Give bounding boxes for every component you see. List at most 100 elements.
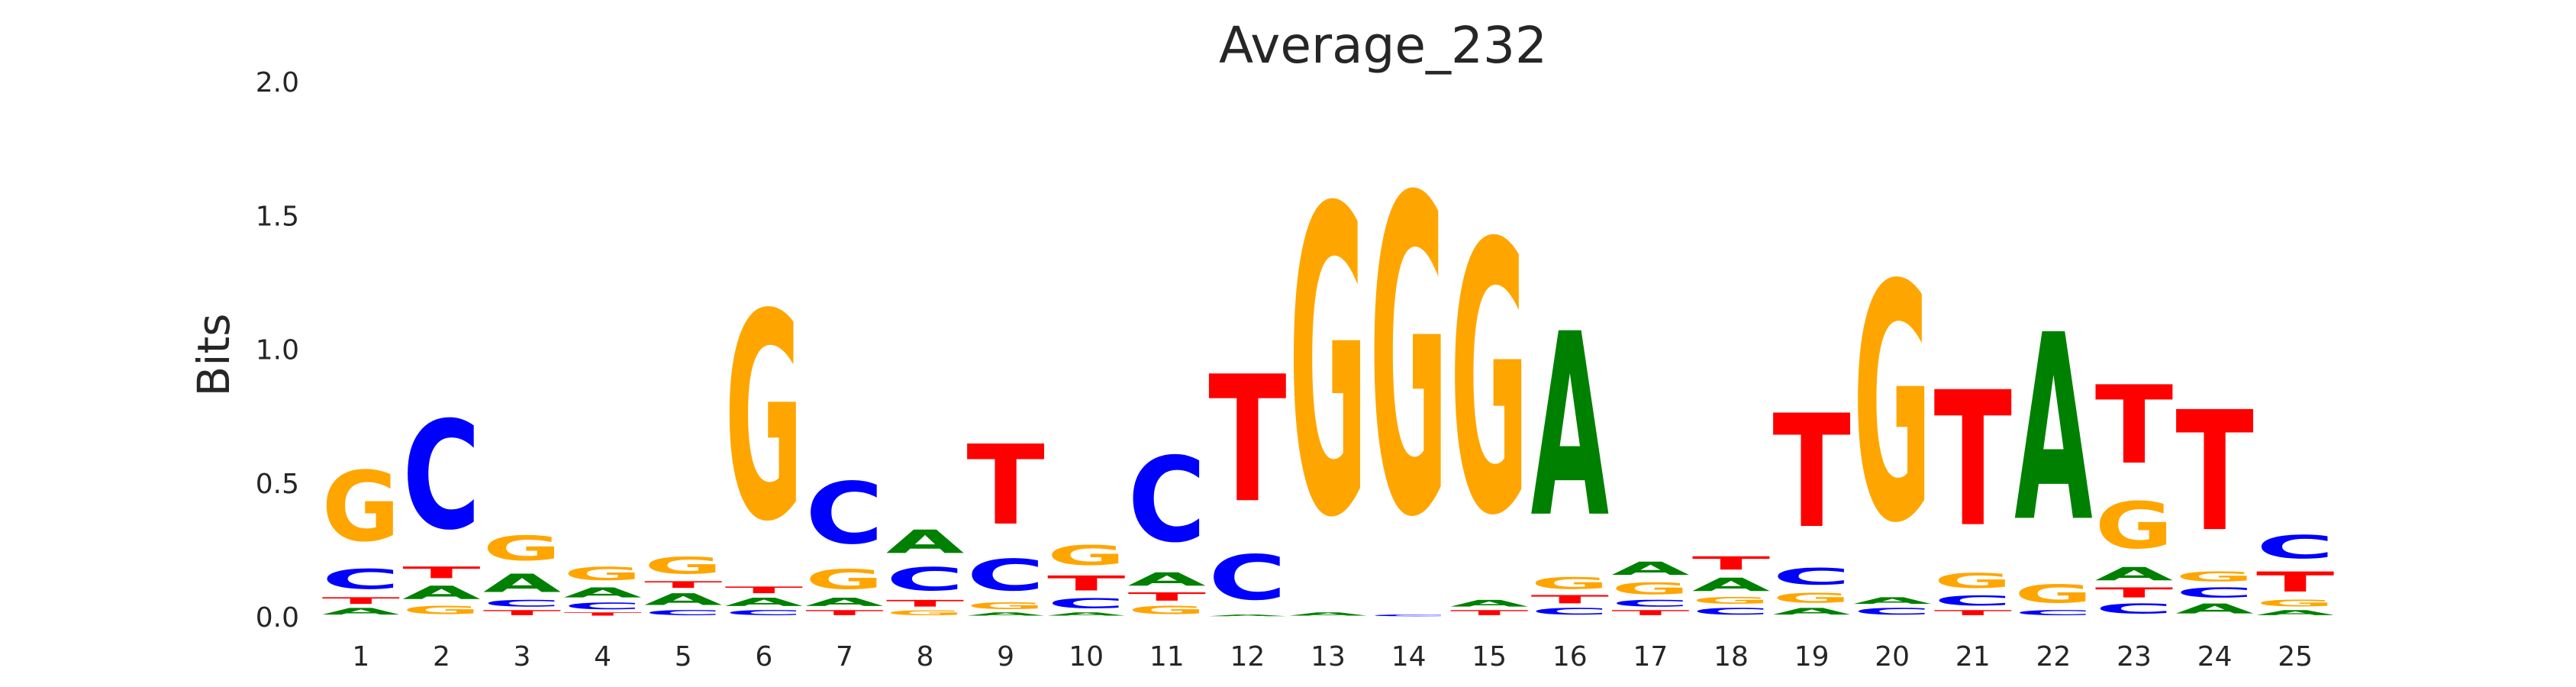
logo-letter-C: C bbox=[805, 464, 883, 563]
logo-letter-G: G bbox=[1128, 604, 1206, 617]
logo-letter-G: G bbox=[1772, 590, 1850, 606]
logo-letter-A: A bbox=[805, 595, 884, 608]
logo-letter-C: C bbox=[563, 601, 641, 611]
logo-letter-T: T bbox=[483, 609, 561, 617]
x-tick-label: 17 bbox=[1633, 641, 1668, 672]
logo-letter-C: C bbox=[1208, 542, 1286, 614]
x-tick-label: 4 bbox=[594, 641, 611, 672]
y-axis-title: Bits bbox=[188, 314, 240, 397]
logo-letter-A: A bbox=[402, 582, 481, 604]
logo-letter-C: C bbox=[483, 598, 561, 609]
x-tick-label: 18 bbox=[1714, 641, 1749, 672]
logo-letter-G: G bbox=[644, 553, 722, 579]
logo-letter-T: T bbox=[563, 611, 641, 617]
logo-letter-A: A bbox=[322, 606, 401, 617]
logo-letter-T: T bbox=[1772, 382, 1850, 563]
x-tick-label: 7 bbox=[836, 641, 853, 672]
logo-letter-G: G bbox=[2256, 598, 2334, 609]
logo-letter-C: C bbox=[2256, 529, 2334, 566]
logo-letter-T: T bbox=[805, 609, 883, 617]
logo-letter-C: C bbox=[2175, 585, 2253, 601]
x-tick-label: 22 bbox=[2036, 641, 2071, 672]
logo-letter-A: A bbox=[2256, 609, 2335, 617]
y-tick-label: 0.0 bbox=[256, 602, 299, 634]
logo-letter-G: G bbox=[886, 609, 964, 617]
logo-letter-G: G bbox=[483, 529, 561, 569]
logo-letter-A: A bbox=[2095, 563, 2174, 585]
logo-letter-G: G bbox=[402, 604, 480, 617]
logo-letter-T: T bbox=[2095, 585, 2174, 601]
x-tick-label: 13 bbox=[1311, 641, 1346, 672]
logo-letter-C: C bbox=[1047, 595, 1125, 611]
logo-letter-A: A bbox=[563, 585, 641, 601]
logo-letter-T: T bbox=[2256, 566, 2334, 598]
x-tick-label: 5 bbox=[675, 641, 692, 672]
logo-letter-T: T bbox=[1128, 590, 1207, 603]
logo-letter-T: T bbox=[1208, 340, 1286, 541]
y-tick-label: 1.0 bbox=[256, 335, 299, 366]
logo-letter-C: C bbox=[1853, 606, 1931, 617]
logo-letter-A: A bbox=[1692, 574, 1771, 595]
logo-letter-A: A bbox=[2014, 281, 2092, 579]
logo-letter-A: A bbox=[1853, 595, 1932, 606]
logo-letter-T: T bbox=[1531, 593, 1610, 606]
logo-letter-C: C bbox=[322, 563, 400, 595]
logo-letter-C: C bbox=[1531, 606, 1609, 617]
x-axis-ticks: 1 2 3 4 5 6 7 8 9 10 11 12 13 14 15 16 17 18 19 20 21 22 23 24 2… bbox=[352, 641, 2313, 672]
logo-letter-G: G bbox=[2095, 489, 2173, 563]
logo-letter-G: G bbox=[1047, 540, 1125, 572]
logo-letter-C: C bbox=[1611, 598, 1689, 609]
logo-letter-T: T bbox=[1934, 609, 2012, 617]
logo-letter-G: G bbox=[1692, 595, 1770, 606]
logo-letter-C: C bbox=[1692, 606, 1770, 617]
logo-letter-G: G bbox=[1450, 165, 1528, 597]
logo-letter-G: G bbox=[2175, 569, 2253, 585]
logo-letter-C: C bbox=[725, 609, 803, 617]
x-tick-label: 23 bbox=[2117, 641, 2152, 672]
logo-letter-A: A bbox=[886, 524, 964, 561]
logo-letter-T: T bbox=[2095, 363, 2173, 488]
logo-letter-G: G bbox=[2014, 579, 2092, 609]
logo-letter-C: C bbox=[1128, 432, 1206, 569]
logo-letter-A: A bbox=[1208, 614, 1286, 617]
logo-letter-G: G bbox=[1934, 569, 2012, 592]
logo-letter-T: T bbox=[966, 422, 1044, 550]
logo-letter-C: C bbox=[1369, 614, 1447, 617]
y-tick-label: 2.0 bbox=[256, 67, 299, 98]
y-tick-label: 1.5 bbox=[256, 201, 299, 232]
logo-stacks: ATCGGATCTCAGTCAGCATGCATGTAGCGTCAAGCTACTG… bbox=[322, 108, 2335, 617]
logo-letter-G: G bbox=[322, 451, 400, 563]
logo-letter-G: G bbox=[725, 255, 803, 585]
logo-letter-A: A bbox=[1450, 598, 1529, 609]
x-tick-label: 21 bbox=[1955, 641, 1991, 672]
y-axis-ticks: 0.0 0.5 1.0 1.5 2.0 bbox=[256, 67, 299, 634]
x-tick-label: 15 bbox=[1472, 641, 1507, 672]
x-tick-label: 14 bbox=[1391, 641, 1427, 672]
logo-letter-T: T bbox=[2175, 377, 2253, 569]
logo-letter-A: A bbox=[1047, 611, 1126, 617]
logo-letter-A: A bbox=[1772, 606, 1851, 617]
logo-letter-A: A bbox=[644, 590, 722, 608]
logo-letter-A: A bbox=[1611, 558, 1690, 579]
logo-letter-G: G bbox=[966, 601, 1044, 611]
logo-letter-T: T bbox=[886, 598, 965, 609]
x-tick-label: 12 bbox=[1230, 641, 1265, 672]
logo-letter-A: A bbox=[2175, 601, 2253, 617]
logo-letter-A: A bbox=[1531, 281, 1609, 573]
logo-letter-T: T bbox=[725, 585, 804, 595]
logo-letter-C: C bbox=[886, 561, 964, 598]
logo-letter-T: T bbox=[1450, 609, 1528, 617]
logo-letter-G: G bbox=[1853, 216, 1931, 594]
logo-letter-A: A bbox=[725, 595, 804, 608]
x-tick-label: 10 bbox=[1069, 641, 1104, 672]
x-tick-label: 25 bbox=[2278, 641, 2313, 672]
x-tick-label: 1 bbox=[352, 641, 369, 672]
x-tick-label: 20 bbox=[1875, 641, 1910, 672]
logo-letter-T: T bbox=[644, 579, 723, 590]
y-tick-label: 0.5 bbox=[256, 469, 299, 500]
logo-letter-A: A bbox=[1289, 611, 1368, 617]
x-tick-label: 3 bbox=[514, 641, 531, 672]
x-tick-label: 19 bbox=[1794, 641, 1830, 672]
logo-letter-G: G bbox=[563, 563, 641, 585]
